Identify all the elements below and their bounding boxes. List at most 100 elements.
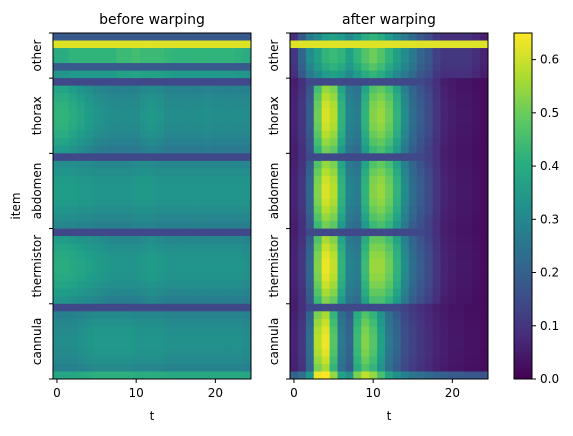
heatmap-cell bbox=[321, 40, 330, 49]
heatmap-cell bbox=[132, 213, 141, 222]
heatmap-cell bbox=[243, 303, 252, 312]
y-category-label: cannula bbox=[30, 318, 44, 365]
heatmap-cell bbox=[472, 175, 481, 184]
heatmap-cell bbox=[76, 318, 86, 327]
heatmap-cell bbox=[179, 356, 189, 365]
heatmap-cell bbox=[353, 130, 362, 139]
heatmap-cell bbox=[235, 356, 244, 365]
heatmap-cell bbox=[297, 55, 307, 64]
heatmap-cell bbox=[337, 153, 346, 162]
heatmap-cell bbox=[53, 228, 62, 237]
heatmap-cell bbox=[100, 33, 109, 41]
heatmap-cell bbox=[68, 123, 78, 132]
heatmap-cell bbox=[235, 108, 244, 117]
heatmap-cell bbox=[329, 341, 338, 350]
heatmap-cell bbox=[203, 63, 212, 72]
heatmap-cell bbox=[321, 311, 330, 320]
heatmap-cell bbox=[187, 48, 196, 56]
heatmap-cell bbox=[329, 326, 338, 335]
heatmap-cell bbox=[76, 363, 86, 372]
heatmap-cell bbox=[203, 288, 212, 297]
heatmap-cell bbox=[132, 326, 141, 335]
heatmap-cell bbox=[195, 213, 204, 222]
heatmap-cell bbox=[305, 273, 315, 282]
heatmap-cell bbox=[448, 123, 457, 132]
heatmap-cell bbox=[337, 198, 346, 207]
heatmap-cell bbox=[321, 281, 330, 290]
heatmap-cell bbox=[448, 183, 457, 192]
heatmap-cell bbox=[377, 243, 386, 252]
heatmap-cell bbox=[377, 48, 386, 56]
heatmap-cell bbox=[140, 138, 149, 147]
heatmap-cell bbox=[211, 303, 220, 312]
heatmap-cell bbox=[385, 221, 394, 229]
heatmap-cell bbox=[219, 326, 228, 335]
heatmap-cell bbox=[448, 221, 457, 229]
heatmap-cell bbox=[155, 213, 165, 222]
heatmap-cell bbox=[400, 168, 410, 177]
heatmap-cell bbox=[219, 206, 228, 214]
heatmap-cell bbox=[472, 221, 481, 229]
heatmap-cell bbox=[329, 175, 338, 184]
heatmap-cell bbox=[313, 303, 323, 312]
heatmap-cell bbox=[187, 160, 196, 169]
heatmap-cell bbox=[243, 243, 252, 252]
heatmap-cell bbox=[424, 341, 433, 350]
heatmap-cell bbox=[187, 175, 196, 184]
heatmap-cell bbox=[179, 333, 189, 342]
heatmap-cell bbox=[456, 288, 465, 297]
heatmap-cell bbox=[345, 33, 354, 41]
heatmap-cell bbox=[321, 303, 330, 312]
heatmap-cell bbox=[84, 296, 93, 305]
heatmap-cell bbox=[108, 145, 117, 154]
heatmap-cell bbox=[361, 356, 370, 365]
heatmap-cell bbox=[337, 348, 346, 357]
heatmap-cell bbox=[329, 160, 338, 169]
heatmap-cell bbox=[195, 63, 204, 72]
heatmap-cell bbox=[116, 63, 125, 72]
heatmap-cell bbox=[392, 115, 402, 124]
heatmap-cell bbox=[416, 356, 426, 365]
heatmap-cell bbox=[219, 221, 228, 229]
heatmap-cell bbox=[195, 266, 204, 275]
heatmap-cell bbox=[68, 70, 78, 79]
heatmap-cell bbox=[108, 221, 117, 229]
heatmap-cell bbox=[53, 145, 62, 154]
heatmap-cell bbox=[456, 33, 465, 41]
heatmap-cell bbox=[203, 348, 212, 357]
heatmap-cell bbox=[424, 160, 433, 169]
heatmap-cell bbox=[424, 348, 433, 357]
heatmap-cell bbox=[195, 318, 204, 327]
heatmap-cell bbox=[76, 40, 86, 49]
heatmap-cell bbox=[329, 115, 338, 124]
heatmap-cell bbox=[203, 318, 212, 327]
heatmap-cell bbox=[187, 318, 196, 327]
heatmap-cell bbox=[432, 168, 441, 177]
heatmap-cell bbox=[385, 100, 394, 109]
heatmap-cell bbox=[290, 48, 299, 56]
heatmap-cell bbox=[472, 108, 481, 117]
heatmap-cell bbox=[235, 153, 244, 162]
heatmap-cell bbox=[321, 33, 330, 41]
heatmap-cell bbox=[353, 190, 362, 199]
heatmap-cell bbox=[148, 138, 157, 147]
heatmap-cell bbox=[440, 70, 449, 79]
heatmap-cell bbox=[124, 160, 133, 169]
heatmap-cell bbox=[290, 288, 299, 297]
heatmap-cell bbox=[337, 206, 346, 214]
heatmap-cell bbox=[392, 93, 402, 102]
heatmap-cell bbox=[68, 190, 78, 199]
heatmap-cell bbox=[116, 55, 125, 64]
heatmap-cell bbox=[416, 273, 426, 282]
heatmap-cell bbox=[290, 78, 299, 87]
heatmap-cell bbox=[329, 168, 338, 177]
heatmap-cell bbox=[321, 363, 330, 372]
heatmap-cell bbox=[187, 145, 196, 154]
heatmap-cell bbox=[329, 288, 338, 297]
heatmap-cell bbox=[100, 333, 109, 342]
heatmap-cell bbox=[148, 63, 157, 72]
heatmap-cell bbox=[297, 288, 307, 297]
heatmap-cell bbox=[400, 108, 410, 117]
heatmap-cell bbox=[408, 258, 418, 267]
heatmap-cell bbox=[68, 153, 78, 162]
